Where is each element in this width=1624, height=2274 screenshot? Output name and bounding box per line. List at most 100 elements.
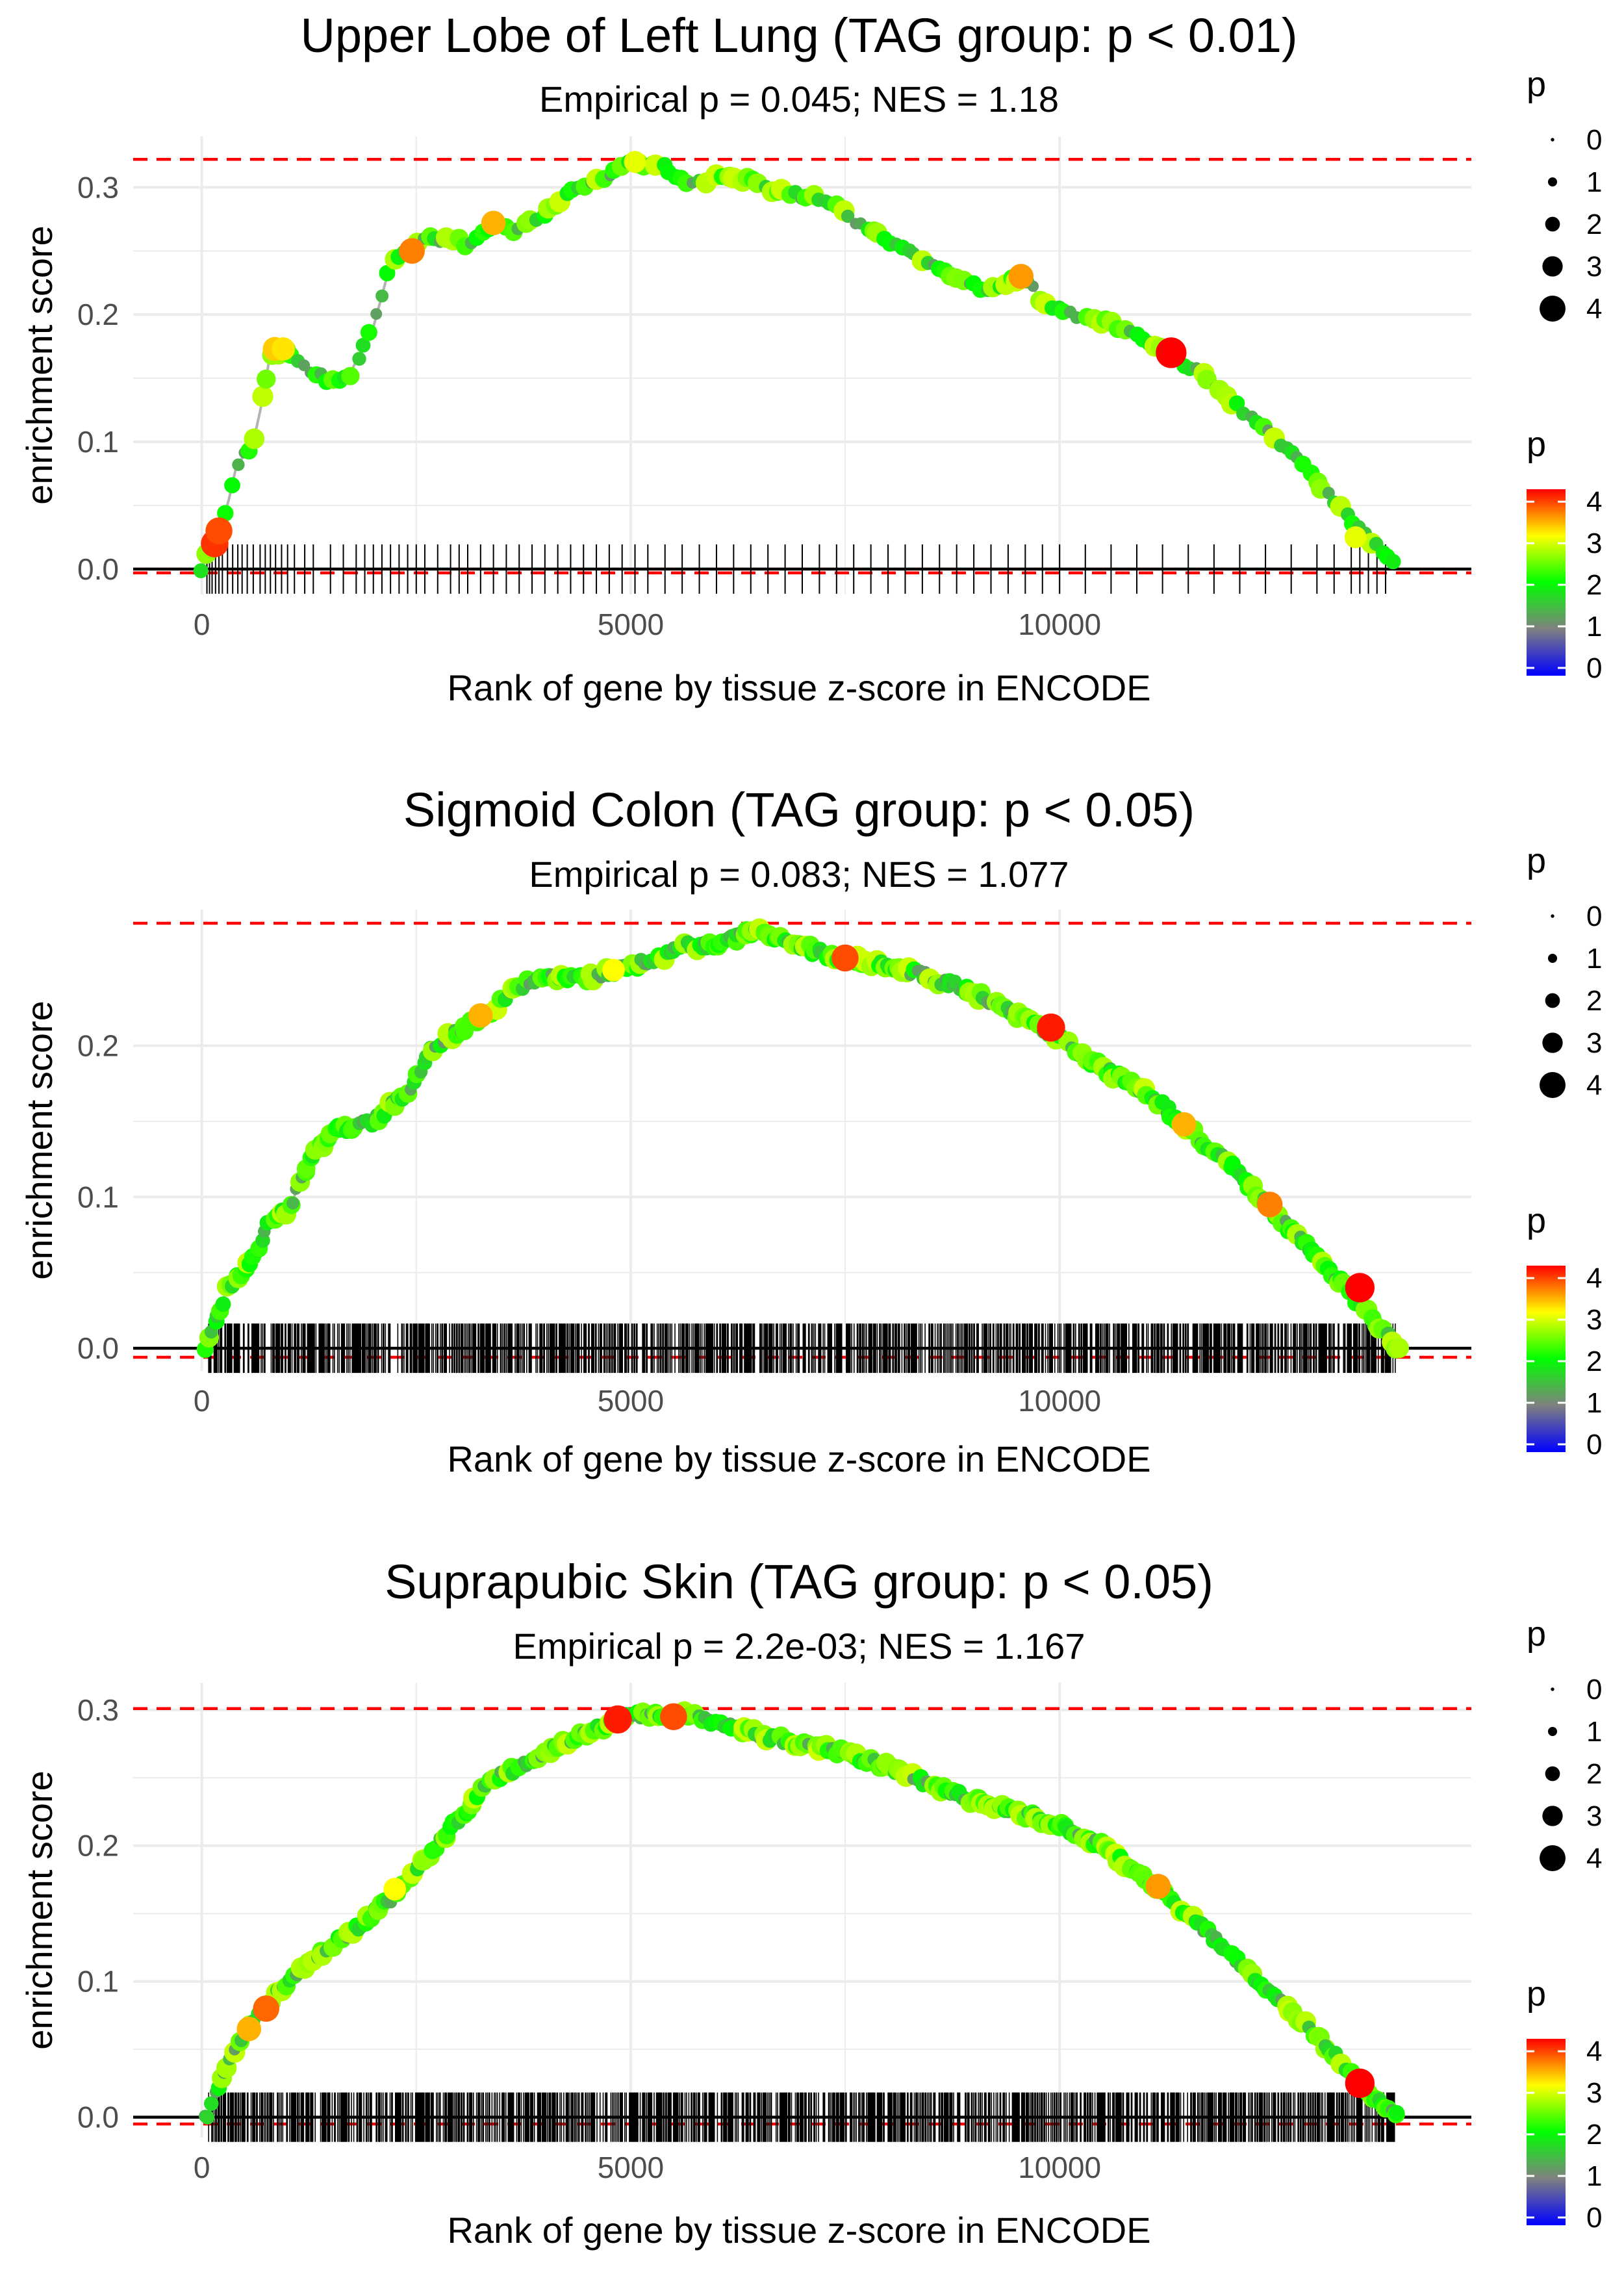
size-legend-label: 2	[1586, 985, 1602, 1017]
gene-point-significant	[1344, 526, 1367, 548]
gene-point	[215, 1296, 231, 1312]
plot-area: 0 5000 10000 0.0 0.1 0.2 0.3	[77, 1683, 1471, 2184]
color-legend-title: p	[1527, 425, 1546, 464]
gene-point	[252, 385, 273, 407]
y-tick-label: 0.0	[77, 552, 119, 586]
size-legend-dot	[1542, 1032, 1563, 1053]
x-tick-label: 10000	[1018, 1384, 1101, 1418]
gene-point	[224, 477, 240, 494]
size-legend-title: p	[1527, 1615, 1546, 1654]
gene-point-significant	[831, 944, 859, 972]
gene-point	[244, 428, 265, 450]
size-legend-label: 2	[1586, 209, 1602, 240]
gene-point-significant	[660, 1703, 687, 1730]
legend: p 0 1 2 3 4 p 0 1 2 3 4	[1527, 65, 1602, 684]
running-score-line	[205, 929, 1398, 1349]
x-tick-label: 5000	[598, 2151, 664, 2184]
color-legend-label: 2	[1586, 569, 1602, 601]
size-legend-title: p	[1527, 841, 1546, 880]
chart-panel-upper-lobe-left-lung: Upper Lobe of Left Lung (TAG group: p < …	[19, 8, 1602, 708]
chart-subtitle: Empirical p = 2.2e-03; NES = 1.167	[513, 1626, 1085, 1667]
running-score-line	[200, 160, 1393, 570]
legend: p 0 1 2 3 4 p 0 1 2 3 4	[1527, 841, 1602, 1461]
size-legend-label: 0	[1586, 1674, 1602, 1706]
chart-title: Suprapubic Skin (TAG group: p < 0.05)	[385, 1555, 1213, 1609]
size-legend-label: 0	[1586, 901, 1602, 932]
gene-point-significant	[205, 517, 233, 544]
size-legend-dot	[1551, 138, 1554, 142]
gene-point	[1388, 1338, 1409, 1359]
y-tick-label: 0.0	[77, 1331, 119, 1365]
x-axis-label: Rank of gene by tissue z-score in ENCODE	[447, 2210, 1150, 2251]
y-tick-label: 0.2	[77, 1829, 119, 1863]
y-tick-label: 0.2	[77, 298, 119, 331]
chart-panel-sigmoid-colon: Sigmoid Colon (TAG group: p < 0.05) Empi…	[19, 783, 1602, 1479]
y-tick-label: 0.1	[77, 1965, 119, 1999]
color-legend-label: 1	[1586, 611, 1602, 643]
legend: p 0 1 2 3 4 p 0 1 2 3 4	[1527, 1615, 1602, 2234]
size-legend-label: 1	[1586, 943, 1602, 975]
size-legend-dot	[1542, 256, 1563, 277]
x-tick-label: 0	[194, 607, 210, 641]
gene-point-significant	[1171, 1112, 1197, 1137]
x-tick-label: 5000	[598, 1384, 664, 1418]
gene-point	[286, 1196, 299, 1210]
color-legend-title: p	[1527, 1974, 1546, 2013]
color-legend-label: 0	[1586, 1429, 1602, 1461]
chart-title: Sigmoid Colon (TAG group: p < 0.05)	[403, 783, 1195, 837]
x-tick-label: 10000	[1018, 607, 1101, 641]
x-tick-label: 0	[194, 1384, 210, 1418]
color-legend-label: 3	[1586, 1304, 1602, 1336]
size-legend-dot	[1540, 296, 1566, 322]
gene-point-significant	[468, 1003, 493, 1028]
gene-point-significant	[272, 337, 295, 361]
size-legend-dot	[1547, 177, 1558, 187]
y-axis-label: enrichment score	[19, 225, 60, 505]
gene-point	[232, 458, 245, 471]
gene-point	[257, 369, 276, 389]
size-legend-label: 3	[1586, 1027, 1602, 1059]
size-legend-dot	[1551, 1687, 1554, 1691]
gene-point	[352, 351, 366, 366]
gene-point-significant	[253, 1995, 279, 2022]
gene-point-significant	[1037, 1013, 1065, 1042]
size-legend-title: p	[1527, 65, 1546, 104]
y-tick-label: 0.2	[77, 1029, 119, 1063]
size-legend-label: 0	[1586, 124, 1602, 156]
gene-point	[370, 308, 383, 320]
gene-point	[841, 209, 855, 223]
gene-point-significant	[1156, 337, 1187, 368]
color-legend-bar	[1527, 1266, 1566, 1452]
y-tick-label: 0.0	[77, 2101, 119, 2134]
x-tick-label: 5000	[598, 607, 664, 641]
color-legend-label: 2	[1586, 1346, 1602, 1377]
y-tick-label: 0.3	[77, 1693, 119, 1727]
color-legend-label: 4	[1586, 1262, 1602, 1294]
size-legend-dot	[1540, 1072, 1566, 1098]
size-legend-label: 4	[1586, 1843, 1602, 1874]
size-legend-label: 3	[1586, 1800, 1602, 1832]
size-legend-label: 2	[1586, 1758, 1602, 1790]
gene-point-significant	[1008, 264, 1034, 289]
gene-point-significant	[603, 1705, 632, 1734]
size-legend-dot	[1545, 1766, 1560, 1782]
color-legend-label: 4	[1586, 486, 1602, 518]
y-tick-label: 0.3	[77, 170, 119, 204]
y-axis-label: enrichment score	[19, 1001, 60, 1280]
size-legend-label: 1	[1586, 166, 1602, 198]
size-legend-label: 3	[1586, 251, 1602, 283]
gene-point	[217, 505, 234, 522]
color-legend-label: 1	[1586, 2160, 1602, 2192]
chart-title: Upper Lobe of Left Lung (TAG group: p < …	[300, 8, 1297, 62]
color-legend-label: 3	[1586, 528, 1602, 559]
gene-point	[204, 2096, 219, 2111]
color-legend-label: 0	[1586, 2202, 1602, 2234]
x-axis-label: Rank of gene by tissue z-score in ENCODE	[447, 1438, 1150, 1479]
plot-area: 0 5000 10000 0.0 0.1 0.2 0.3	[77, 136, 1471, 641]
size-legend-label: 4	[1586, 293, 1602, 325]
size-legend-dot	[1545, 993, 1560, 1008]
gene-points	[193, 151, 1401, 578]
color-legend-label: 4	[1586, 2036, 1602, 2067]
color-legend-bar	[1527, 489, 1566, 676]
size-legend-label: 1	[1586, 1716, 1602, 1748]
